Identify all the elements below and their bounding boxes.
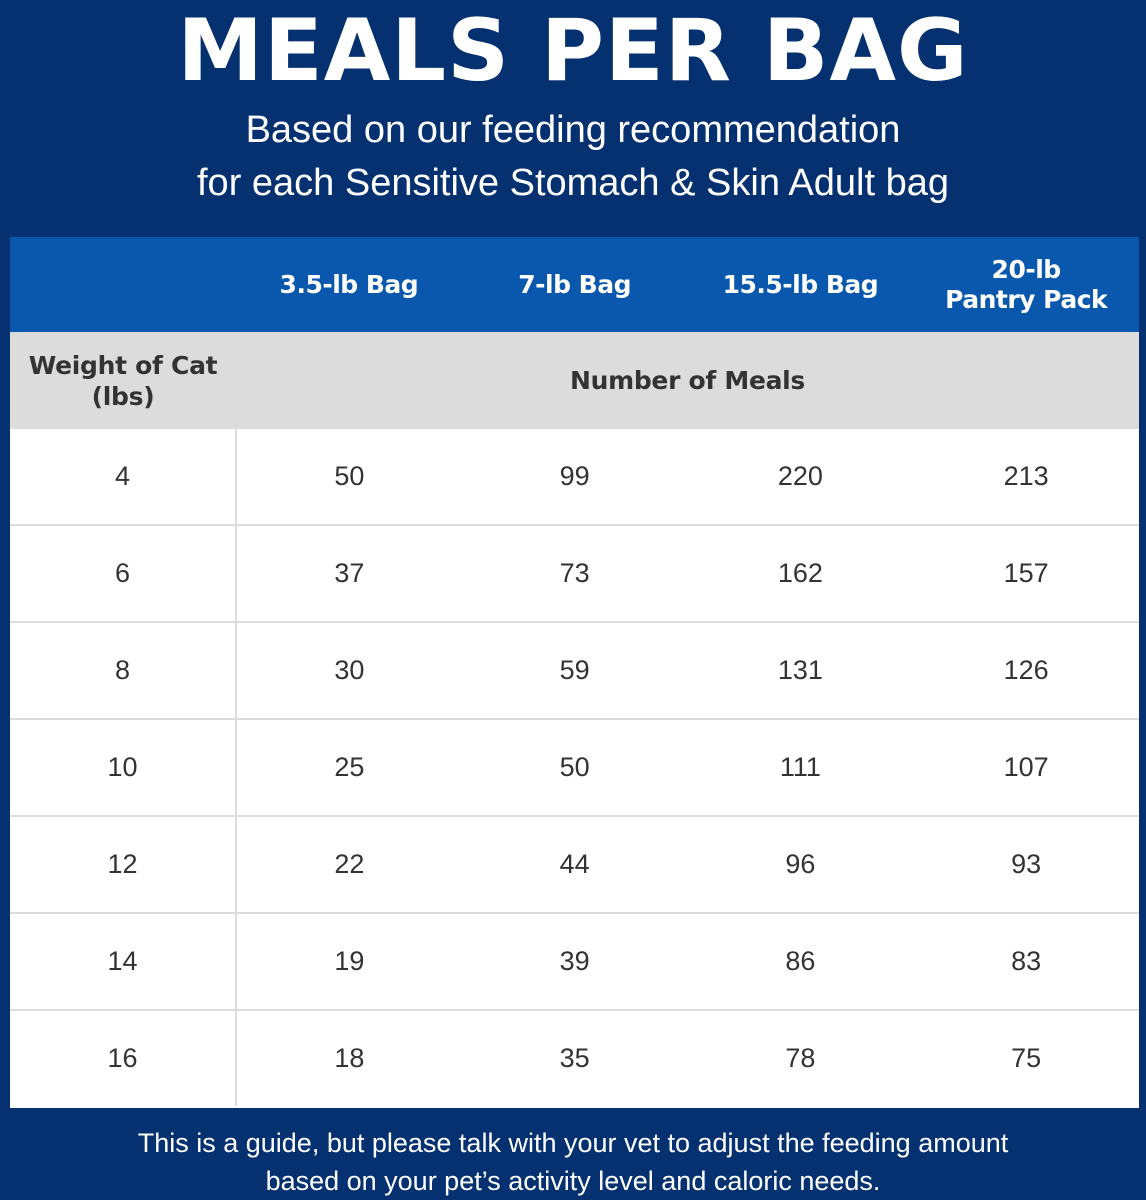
weight-header-line2: (lbs) bbox=[91, 381, 155, 411]
bag-header-15-5lb: 15.5-lb Bag bbox=[687, 237, 914, 332]
page-title: MEALS PER BAG bbox=[177, 1, 969, 101]
label-header-row: Weight of Cat (lbs) Number of Meals bbox=[10, 332, 1139, 429]
meals-cell: 73 bbox=[461, 524, 688, 622]
meals-cell: 93 bbox=[913, 815, 1139, 913]
table-row: 16 18 35 78 75 bbox=[10, 1009, 1139, 1106]
bag-header-7lb: 7-lb Bag bbox=[461, 237, 688, 332]
table-row: 10 25 50 111 107 bbox=[10, 718, 1139, 816]
empty-header-cell bbox=[10, 237, 236, 332]
table-row: 4 50 99 220 213 bbox=[10, 429, 1139, 525]
meals-table-container: 3.5-lb Bag 7-lb Bag 15.5-lb Bag 20-lb Pa… bbox=[10, 237, 1139, 1108]
weight-cell: 6 bbox=[10, 524, 237, 622]
meals-cell: 99 bbox=[559, 461, 590, 491]
meals-cell: 75 bbox=[913, 1009, 1139, 1106]
meals-cell: 59 bbox=[461, 621, 688, 719]
meals-cell: 131 bbox=[687, 621, 914, 719]
table-row: 8 30 59 131 126 bbox=[10, 621, 1139, 719]
meals-cell: 78 bbox=[687, 1009, 914, 1106]
meals-cell: 19 bbox=[236, 912, 462, 1010]
table-row: 12 22 44 96 93 bbox=[10, 815, 1139, 913]
meals-cell: 86 bbox=[687, 912, 914, 1010]
bag-header-20lb-pantry-pack: 20-lb Pantry Pack bbox=[913, 237, 1139, 332]
meals-cell: 30 bbox=[236, 621, 462, 719]
bag-header-label: 3.5-lb Bag bbox=[279, 269, 419, 299]
meals-cell: 83 bbox=[913, 912, 1139, 1010]
meals-cell: 213 bbox=[1003, 461, 1049, 491]
meals-cell: 96 bbox=[687, 815, 914, 913]
bag-size-header-row: 3.5-lb Bag 7-lb Bag 15.5-lb Bag 20-lb Pa… bbox=[10, 237, 1139, 332]
footnote-line-1: This is a guide, but please talk with yo… bbox=[137, 1128, 1009, 1158]
meals-cell: 39 bbox=[461, 912, 688, 1010]
weight-cell: 12 bbox=[10, 815, 237, 913]
meals-cell: 111 bbox=[687, 718, 914, 816]
meals-table: 3.5-lb Bag 7-lb Bag 15.5-lb Bag 20-lb Pa… bbox=[10, 237, 1139, 1106]
subtitle-line-2: for each Sensitive Stomach & Skin Adult … bbox=[197, 162, 949, 204]
footnote-line-2: based on your pet’s activity level and c… bbox=[265, 1166, 881, 1196]
bag-header-label-line2: Pantry Pack bbox=[945, 284, 1108, 314]
weight-cell: 10 bbox=[10, 718, 237, 816]
meals-cell: 50 bbox=[334, 461, 365, 491]
meals-cell: 37 bbox=[236, 524, 462, 622]
meals-cell: 25 bbox=[236, 718, 462, 816]
number-of-meals-header: Number of Meals bbox=[236, 332, 1139, 429]
meals-cell: 44 bbox=[461, 815, 688, 913]
weight-of-cat-header: Weight of Cat (lbs) bbox=[10, 332, 236, 429]
meals-cell: 162 bbox=[687, 524, 914, 622]
meals-cell: 157 bbox=[913, 524, 1139, 622]
weight-cell: 16 bbox=[10, 1009, 237, 1106]
bag-header-label-line1: 20-lb bbox=[991, 254, 1062, 284]
meals-cell: 35 bbox=[461, 1009, 688, 1106]
meals-cell: 220 bbox=[777, 461, 823, 491]
meals-cell: 50 bbox=[461, 718, 688, 816]
meals-cell: 22 bbox=[236, 815, 462, 913]
meals-cell: 18 bbox=[236, 1009, 462, 1106]
subtitle-line-1: Based on our feeding recommendation bbox=[245, 109, 901, 151]
bag-header-label: 7-lb Bag bbox=[518, 269, 631, 299]
table-row: 6 37 73 162 157 bbox=[10, 524, 1139, 622]
weight-cell: 14 bbox=[10, 912, 237, 1010]
table-row: 14 19 39 86 83 bbox=[10, 912, 1139, 1010]
bag-header-3-5lb: 3.5-lb Bag bbox=[236, 237, 462, 332]
meals-cell: 107 bbox=[913, 718, 1139, 816]
weight-header-line1: Weight of Cat bbox=[28, 350, 218, 380]
meals-cell: 126 bbox=[913, 621, 1139, 719]
weight-cell: 8 bbox=[10, 621, 237, 719]
bag-header-label: 15.5-lb Bag bbox=[722, 269, 879, 299]
weight-cell: 4 bbox=[10, 429, 237, 525]
